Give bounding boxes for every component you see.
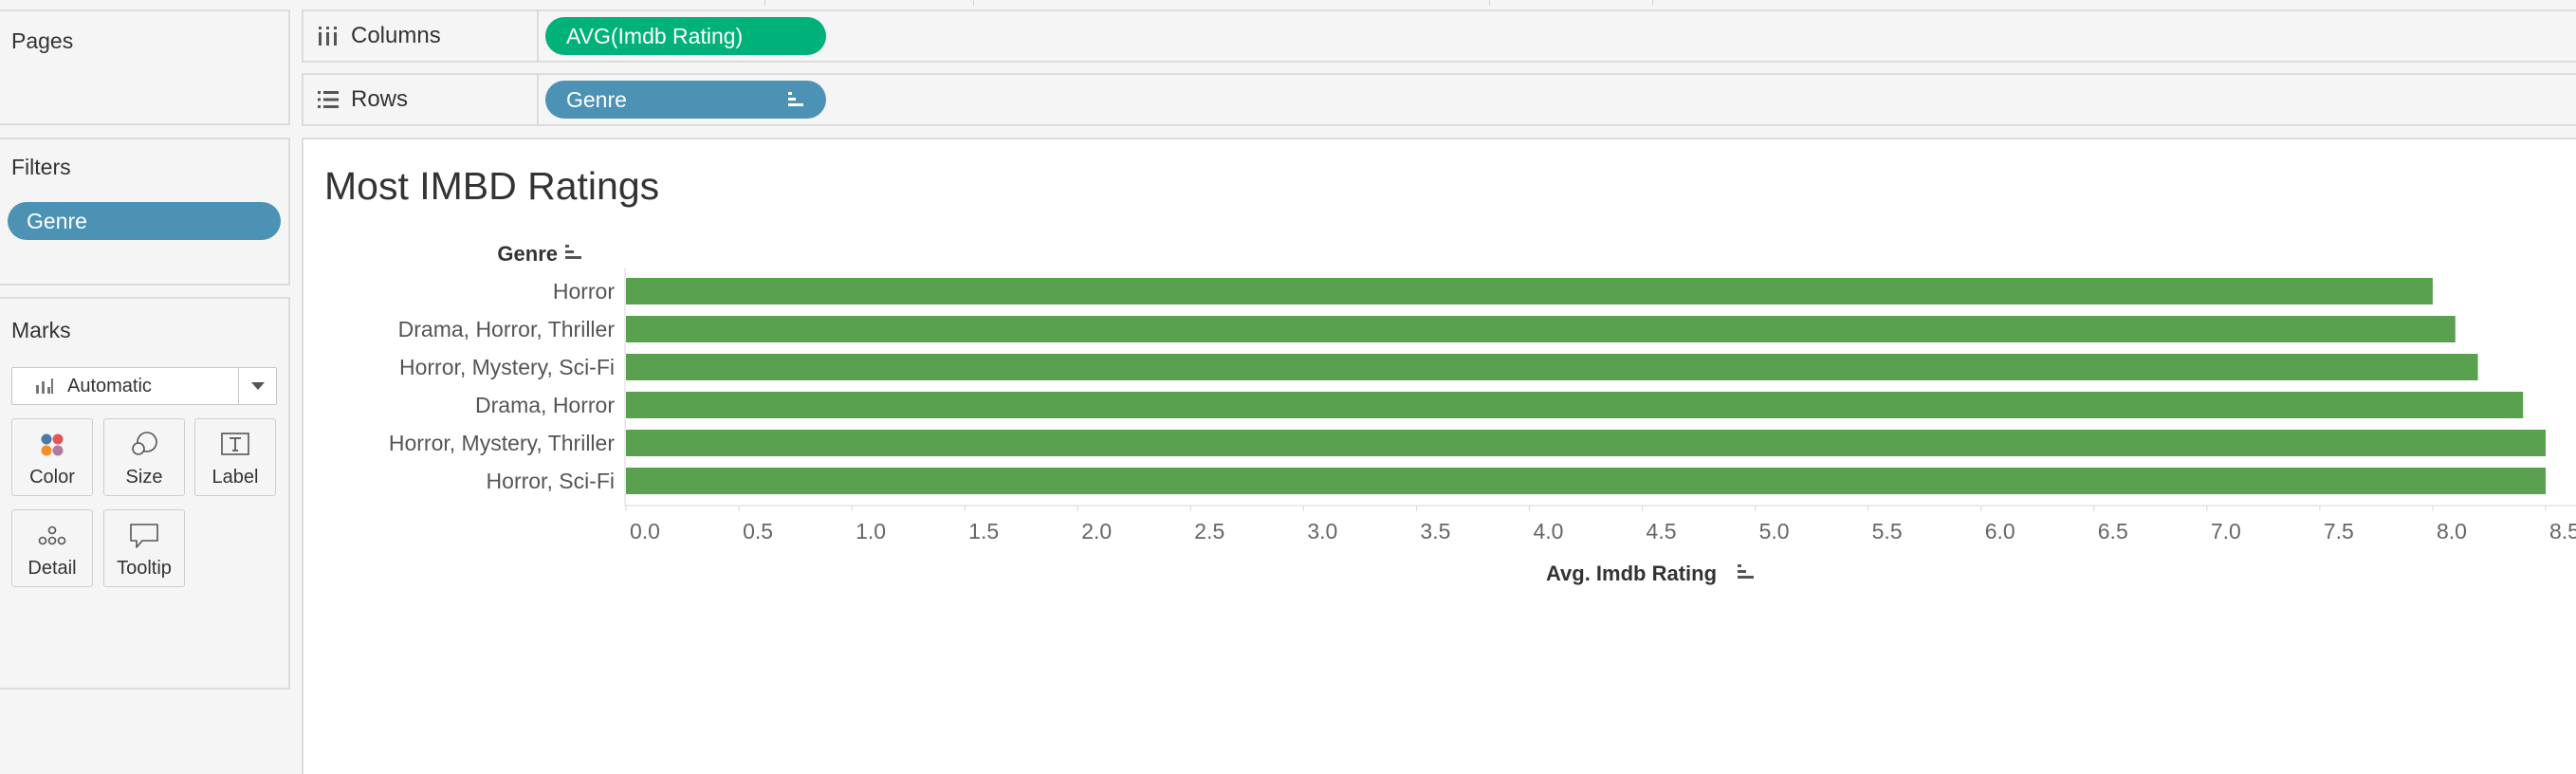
x-axis-title: Avg. Imdb Rating [1546,562,1717,585]
x-tick-label: 4.0 [1533,519,1563,544]
category-label: Horror [553,279,616,304]
rows-pill-genre[interactable]: Genre [545,81,826,119]
label-button[interactable]: Label [194,418,276,496]
y-axis-title: Genre [497,242,558,266]
rows-icon [318,91,339,108]
x-tick-label: 0.0 [630,519,660,544]
x-tick-label: 2.0 [1081,519,1112,544]
rows-label: Rows [351,86,409,112]
detail-button[interactable]: Detail [11,509,93,587]
x-tick-label: 5.5 [1872,519,1903,544]
x-tick-label: 8.0 [2437,519,2467,544]
columns-label: Columns [351,23,441,48]
chart-title: Most IMBD Ratings [324,164,660,208]
columns-pill-avg-imdb-rating[interactable]: AVG(Imdb Rating) [545,17,826,55]
bar [626,354,2478,380]
filters-card[interactable]: Filters Genre [0,138,290,286]
category-label: Drama, Horror [475,393,615,417]
sort-icon[interactable] [786,90,805,109]
view-area[interactable]: Most IMBD Ratings Genre Horror Drama, Horr… [302,138,2576,774]
columns-icon [319,27,337,46]
pages-title: Pages [11,28,74,53]
x-tick-label: 5.0 [1759,519,1790,544]
top-strip [0,0,2576,9]
size-button[interactable]: Size [103,418,185,496]
x-tick-label: 7.5 [2324,519,2354,544]
bar [626,430,2546,456]
text-label-icon [221,433,249,455]
color-label: Color [29,467,75,488]
x-tick-label: 4.5 [1647,519,1677,544]
filters-title: Filters [11,155,71,179]
category-label: Horror, Sci-Fi [487,469,615,493]
detail-label: Detail [28,558,77,579]
sort-icon [565,245,569,248]
tooltip-icon [130,524,158,548]
x-tick-label: 6.0 [1985,519,2015,544]
rows-shelf[interactable]: Rows Genre [302,73,2576,126]
x-tick-label: 8.5 [2549,519,2576,544]
color-icon [41,433,64,456]
x-tick-label: 3.5 [1420,519,1450,544]
bar-chart-icon [36,378,53,394]
size-icon [132,432,157,455]
x-tick-label: 0.5 [743,519,773,544]
x-tick-label: 1.0 [856,519,886,544]
color-button[interactable]: Color [11,418,93,496]
sort-icon [565,256,581,259]
bar [626,278,2433,304]
strip-tick [1489,0,1490,6]
tooltip-button[interactable]: Tooltip [103,509,185,587]
x-tick-label: 6.5 [2098,519,2128,544]
bar [626,392,2524,418]
pages-card[interactable]: Pages [0,9,290,125]
chevron-down-icon[interactable] [238,368,276,404]
x-tick-label: 2.5 [1194,519,1224,544]
marks-title: Marks [11,318,71,342]
bar-chart[interactable]: Genre Horror Drama, Horror, Thriller Horror… [304,139,2576,774]
category-label: Horror, Mystery, Sci-Fi [399,355,615,379]
sort-icon [565,250,574,253]
strip-tick [973,0,974,6]
x-tick-label: 7.0 [2211,519,2241,544]
columns-shelf[interactable]: Columns AVG(Imdb Rating) [302,9,2576,63]
mark-type-label: Automatic [67,376,152,396]
sort-icon [1738,564,1741,567]
filter-pill-genre[interactable]: Genre [8,202,281,240]
shelf-divider [537,75,539,124]
rows-pill-label: Genre [566,87,627,112]
size-label: Size [125,467,163,488]
bar [626,316,2456,342]
x-tick-label: 3.0 [1307,519,1337,544]
mark-type-select[interactable]: Automatic [11,367,277,405]
strip-tick [1652,0,1653,6]
tooltip-label: Tooltip [117,558,172,579]
sort-icon [1738,570,1746,573]
strip-tick [764,0,765,6]
x-tick-label: 1.5 [968,519,999,544]
marks-card[interactable]: Marks Automatic Color Size [0,297,290,690]
bar [626,468,2546,494]
shelf-divider [537,11,539,61]
category-label: Drama, Horror, Thriller [398,317,616,341]
detail-icon [38,525,66,545]
label-label: Label [212,467,259,488]
sort-icon [1738,576,1754,579]
category-label: Horror, Mystery, Thriller [389,431,615,455]
